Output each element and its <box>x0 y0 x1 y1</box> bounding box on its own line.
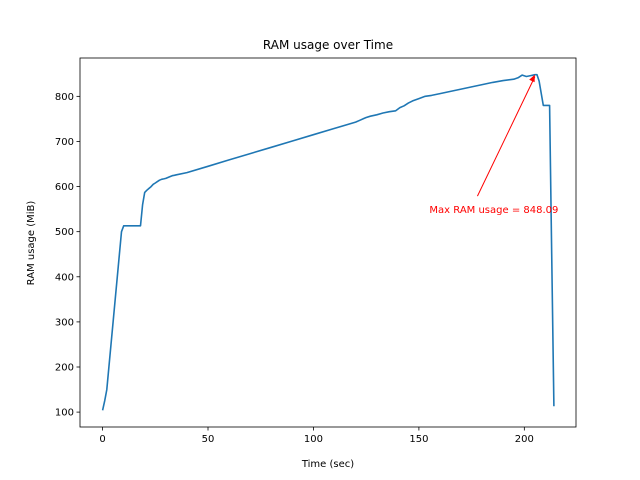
y-tick-label: 300 <box>55 317 74 328</box>
x-tick-label: 200 <box>515 434 534 445</box>
plot-area: 0 50 100 150 200 100 200 300 400 500 600 700 800 Max … <box>55 73 558 445</box>
y-tick-label: 600 <box>55 182 74 193</box>
x-tick-label: 50 <box>202 434 215 445</box>
plot-frame <box>79 57 577 428</box>
y-tick-label: 700 <box>55 137 74 148</box>
y-tick-label: 400 <box>55 272 74 283</box>
y-tick-label: 500 <box>55 227 74 238</box>
annotation-arrow-line <box>476 76 536 197</box>
y-axis-label: RAM usage (MiB) <box>26 201 37 286</box>
y-tick-label: 800 <box>55 92 74 103</box>
annotation-arrow-head <box>529 74 535 83</box>
x-tick-label: 0 <box>99 434 105 445</box>
series-line <box>101 73 555 411</box>
y-tick-label: 200 <box>55 363 74 374</box>
x-tick-label: 100 <box>304 434 323 445</box>
x-tick-label: 150 <box>409 434 428 445</box>
x-axis-label: Time (sec) <box>301 459 354 470</box>
annotation-label: Max RAM usage = 848.09 <box>429 205 558 216</box>
chart-title: RAM usage over Time <box>263 38 393 52</box>
y-tick-label: 100 <box>55 408 74 419</box>
